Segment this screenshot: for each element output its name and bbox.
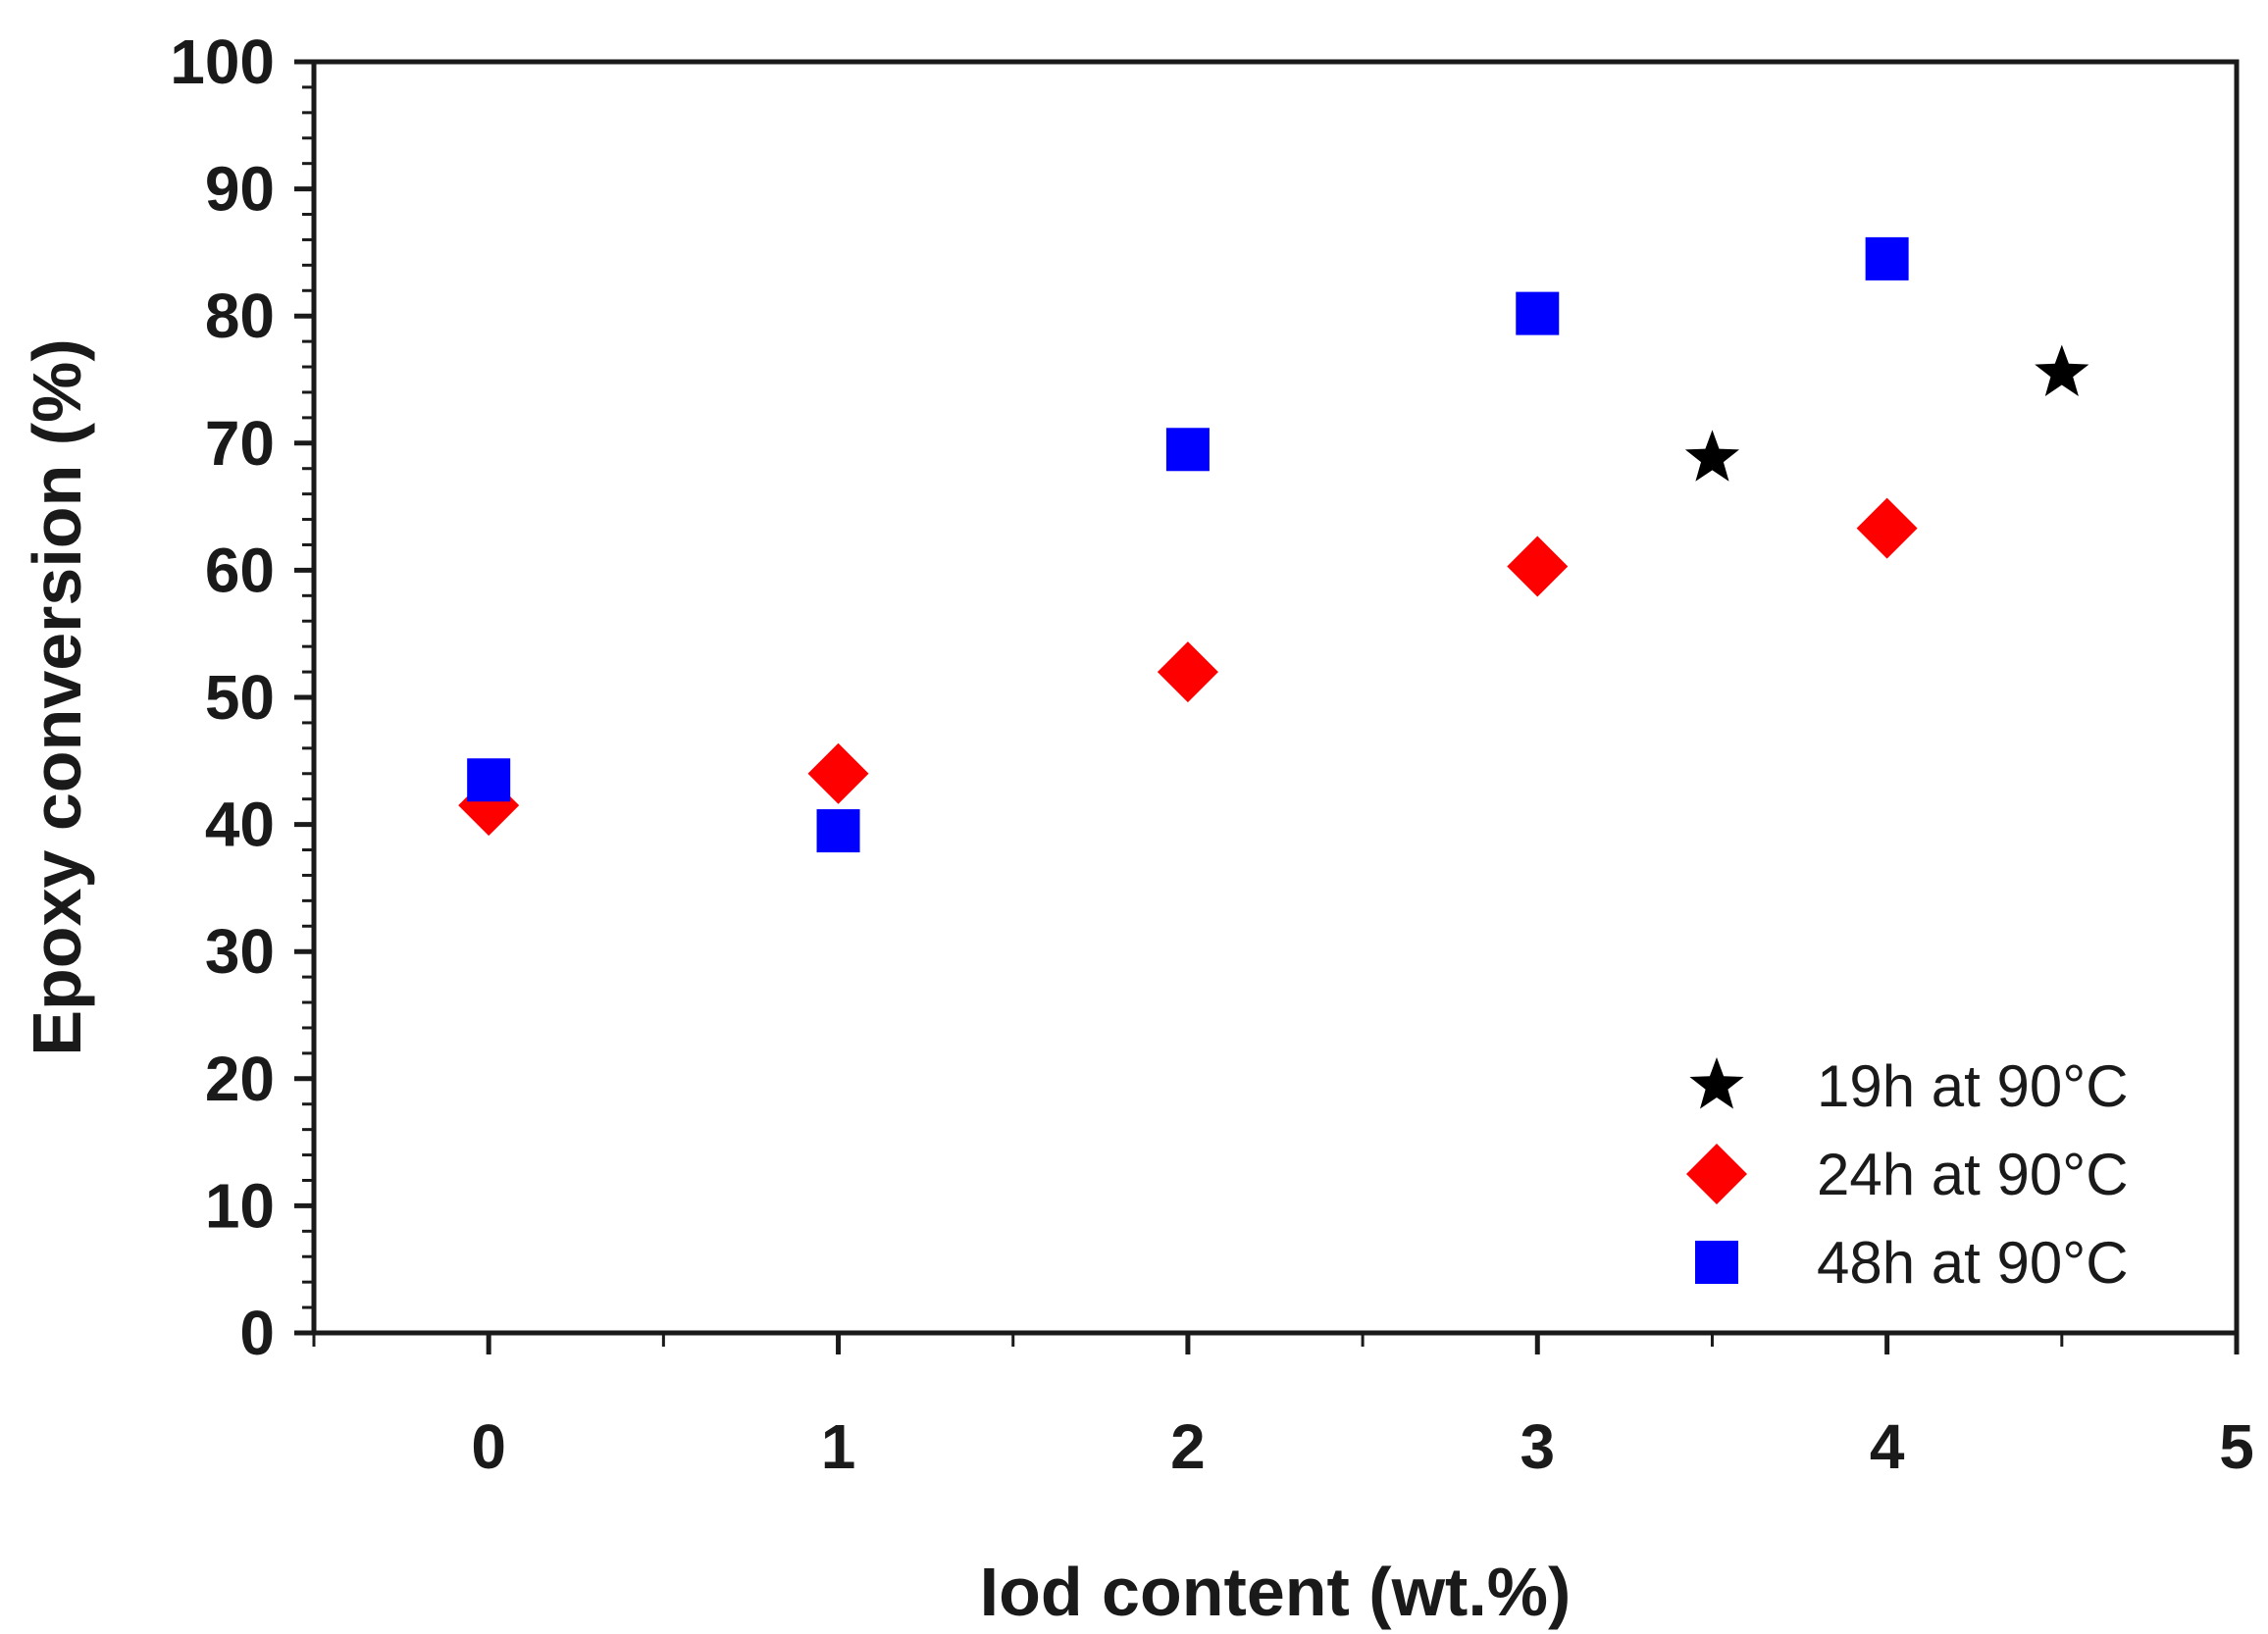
- data-point-star: [2035, 344, 2089, 396]
- legend-marker-square: [1695, 1241, 1738, 1284]
- x-tick-label: 3: [1520, 1411, 1555, 1482]
- y-tick-label: 40: [205, 790, 275, 860]
- y-tick-label: 90: [205, 154, 275, 225]
- x-axis-title: Iod content (wt.%): [980, 1554, 1572, 1630]
- data-point-diamond: [1856, 497, 1918, 559]
- data-point-square: [1865, 236, 1909, 281]
- data-point-diamond: [807, 742, 869, 804]
- x-tick-labels: 0 1 2 3 4 5: [471, 1411, 2253, 1482]
- data-point-star: [1684, 430, 1739, 482]
- x-tick-label: 5: [2219, 1411, 2254, 1482]
- x-tick-label: 4: [1870, 1411, 1905, 1482]
- x-tick-label: 1: [821, 1411, 856, 1482]
- y-tick-labels: 0 10 20 30 40 50 60 70 80 90 100: [170, 26, 275, 1368]
- y-tick-label: 100: [170, 26, 275, 97]
- y-tick-label: 0: [239, 1298, 275, 1368]
- y-tick-label: 70: [205, 408, 275, 479]
- y-tick-label: 20: [205, 1044, 275, 1114]
- legend: 19h at 90°C 24h at 90°C 48h at 90°C: [1686, 1053, 2129, 1296]
- data-point-square: [467, 758, 511, 802]
- y-tick-label: 80: [205, 281, 275, 351]
- legend-label: 48h at 90°C: [1817, 1230, 2129, 1296]
- data-point-diamond: [1157, 641, 1218, 703]
- data-point-diamond: [1507, 536, 1569, 597]
- legend-marker-star: [1689, 1057, 1744, 1109]
- axis-ticks: [294, 59, 2240, 1354]
- y-tick-label: 60: [205, 535, 275, 605]
- legend-marker-diamond: [1686, 1144, 1747, 1204]
- x-tick-label: 0: [471, 1411, 506, 1482]
- data-point-square: [1516, 291, 1560, 335]
- y-tick-label: 30: [205, 916, 275, 987]
- x-tick-label: 2: [1170, 1411, 1206, 1482]
- y-tick-label: 10: [205, 1170, 275, 1241]
- data-point-square: [1165, 428, 1210, 472]
- legend-label: 24h at 90°C: [1817, 1142, 2129, 1207]
- y-axis-title: Epoxy conversion (%): [19, 338, 95, 1055]
- data-point-square: [816, 809, 860, 853]
- data-marks: [458, 236, 2089, 853]
- legend-label: 19h at 90°C: [1817, 1053, 2129, 1119]
- y-tick-label: 50: [205, 662, 275, 733]
